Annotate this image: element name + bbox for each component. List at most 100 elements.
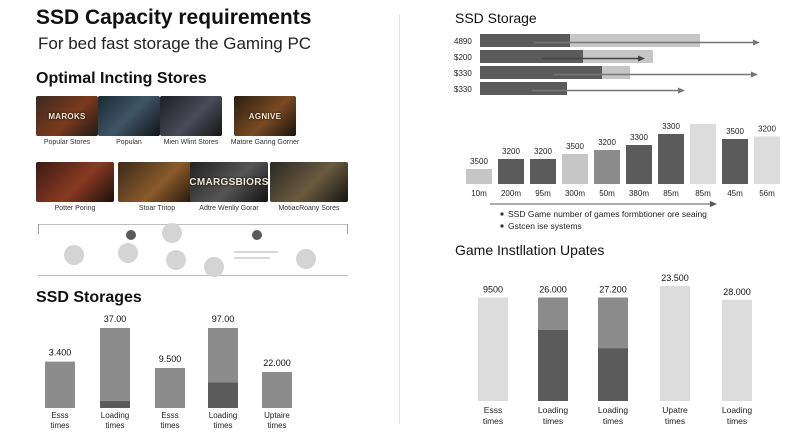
ssd-storages-category-label: Uptaire bbox=[264, 411, 290, 420]
ssd-storage-hbar-light bbox=[570, 34, 700, 47]
ssd-column-category-label: 85m bbox=[695, 189, 711, 198]
ssd-column-category-label: 56m bbox=[759, 189, 775, 198]
ssd-column-category-label: 95m bbox=[535, 189, 551, 198]
ssd-column-category-label: 200m bbox=[501, 189, 521, 198]
ssd-column-legend-entry: SSD Game number of games formbtioner ore… bbox=[508, 209, 707, 219]
carousel-dot-icon[interactable] bbox=[204, 257, 224, 277]
ssd-storage-arrow-head-icon bbox=[638, 55, 645, 62]
ssd-storages-category-label: times bbox=[160, 421, 179, 430]
install-value-label: 28.000 bbox=[723, 287, 751, 297]
game-tile[interactable] bbox=[36, 162, 114, 202]
ssd-column-category-label: 45m bbox=[727, 189, 743, 198]
carousel-dot-icon[interactable] bbox=[162, 223, 182, 243]
game-tile[interactable] bbox=[270, 162, 348, 202]
game-tile-label: Adtre Wenliy Gorar bbox=[199, 205, 259, 212]
install-category-label: Loading bbox=[538, 405, 569, 415]
ssd-column-category-label: 50m bbox=[599, 189, 615, 198]
install-category-label: Loading bbox=[722, 405, 753, 415]
ssd-column-bar bbox=[658, 134, 684, 184]
carousel-dot-icon[interactable] bbox=[296, 249, 316, 269]
ssd-column-bar bbox=[690, 124, 716, 184]
ssd-column-bar bbox=[530, 159, 556, 184]
install-bar-lower bbox=[598, 348, 628, 401]
ssd-column-category-label: 300m bbox=[565, 189, 585, 198]
ssd-storages-chart: 3.400Essstimes37.00Loadingtimes9.500Esss… bbox=[45, 314, 292, 430]
ssd-column-value-label: 3300 bbox=[662, 122, 680, 131]
install-value-label: 27.200 bbox=[599, 285, 627, 295]
ssd-column-value-label: 3500 bbox=[726, 127, 744, 136]
ssd-storages-value-label: 97.00 bbox=[212, 314, 235, 324]
ssd-storages-category-label: Loading bbox=[209, 411, 237, 420]
carousel-dot-active-icon[interactable] bbox=[252, 230, 262, 240]
ssd-column-value-label: 3200 bbox=[502, 147, 520, 156]
ssd-column-bar bbox=[626, 145, 652, 184]
carousel-track[interactable] bbox=[38, 223, 348, 277]
ssd-storages-bar-lower bbox=[208, 382, 238, 408]
carousel-dot-icon[interactable] bbox=[166, 250, 186, 270]
ssd-storages-bar-upper bbox=[208, 328, 238, 383]
ssd-storage-hbar-chart: 4890 $200 $330 $330 bbox=[454, 34, 760, 95]
ssd-storage-row-label: $330 bbox=[454, 85, 472, 94]
carousel-dot-icon[interactable] bbox=[118, 243, 138, 263]
ssd-column-value-label: 3200 bbox=[534, 147, 552, 156]
ssd-storages-value-label: 9.500 bbox=[159, 354, 182, 364]
game-tile[interactable] bbox=[98, 96, 160, 136]
game-tile-label: Potter Poring bbox=[54, 205, 96, 212]
game-tile-title: CMARGSBIORS bbox=[190, 176, 268, 188]
ssd-column-legend-entry: Gstcen ise systems bbox=[508, 221, 582, 231]
ssd-column-value-label: 3500 bbox=[470, 157, 488, 166]
carousel-right-cap bbox=[347, 224, 348, 234]
ssd-storages-category-label: times bbox=[213, 421, 232, 430]
game-tile-label: Mien Wlint Stores bbox=[163, 139, 219, 146]
install-category-label: times bbox=[603, 416, 623, 426]
ssd-storage-hbar-dark bbox=[480, 34, 570, 47]
game-tile-label: Matore Garing Gorner bbox=[230, 139, 300, 146]
game-tile[interactable]: CMARGSBIORS bbox=[190, 162, 268, 202]
ssd-column-axis-arrow-head-icon bbox=[710, 201, 717, 207]
ssd-storage-title: SSD Storage bbox=[455, 10, 537, 26]
ssd-column-category-label: 85m bbox=[663, 189, 679, 198]
game-tile[interactable]: MAROKS bbox=[36, 96, 98, 136]
install-value-label: 26.000 bbox=[539, 285, 567, 295]
ssd-storages-category-label: Loading bbox=[101, 411, 129, 420]
ssd-column-bar bbox=[594, 150, 620, 184]
ssd-storages-bar-lower bbox=[100, 400, 130, 408]
ssd-storage-row-label: 4890 bbox=[454, 37, 472, 46]
game-tile[interactable] bbox=[160, 96, 222, 136]
game-tile[interactable] bbox=[118, 162, 196, 202]
page-title: SSD Capacity requirements bbox=[36, 6, 312, 29]
install-category-label: Esss bbox=[484, 405, 502, 415]
ssd-storages-category-label: Esss bbox=[161, 411, 178, 420]
ssd-storages-category-label: Esss bbox=[51, 411, 68, 420]
ssd-column-value-label: 3200 bbox=[758, 125, 776, 134]
ssd-storages-category-label: times bbox=[50, 421, 69, 430]
install-bar-upper bbox=[478, 297, 508, 401]
ssd-storage-column-chart: 3500 10m 3200 200m 3200 95m 3500 300m 3200 50m 330… bbox=[466, 122, 780, 231]
game-install-title: Game Instllation Upates bbox=[455, 242, 605, 258]
carousel-dot-active-icon[interactable] bbox=[126, 230, 136, 240]
ssd-storages-value-label: 37.00 bbox=[104, 314, 127, 324]
install-bar-upper bbox=[722, 299, 752, 401]
game-tile[interactable]: AGNIVE bbox=[234, 96, 296, 136]
carousel-line bbox=[234, 257, 270, 259]
ssd-column-category-label: 10m bbox=[471, 189, 487, 198]
ssd-storage-hbar-light bbox=[602, 66, 630, 79]
ssd-column-value-label: 3200 bbox=[598, 138, 616, 147]
ssd-storage-arrow-head-icon bbox=[753, 39, 760, 46]
game-tile-title: AGNIVE bbox=[248, 111, 282, 121]
ssd-storages-title: SSD Storages bbox=[36, 289, 142, 306]
ssd-storage-row-label: $200 bbox=[454, 53, 472, 62]
game-tile-label: MotiacRoany Sores bbox=[278, 205, 340, 212]
ssd-column-bar bbox=[562, 154, 588, 184]
ssd-storages-value-label: 22.000 bbox=[263, 358, 291, 368]
carousel-dot-icon[interactable] bbox=[64, 245, 84, 265]
install-value-label: 23.500 bbox=[661, 273, 689, 283]
page-subtitle: For bed fast storage the Gaming PC bbox=[38, 34, 312, 53]
carousel-left-cap bbox=[38, 224, 39, 234]
ssd-storage-hbar-dark bbox=[480, 82, 567, 95]
ssd-storages-bar-upper bbox=[155, 368, 185, 408]
install-bar-upper bbox=[598, 297, 628, 349]
install-category-label: Loading bbox=[598, 405, 629, 415]
carousel-line bbox=[234, 251, 278, 253]
ssd-column-category-label: 380m bbox=[629, 189, 649, 198]
